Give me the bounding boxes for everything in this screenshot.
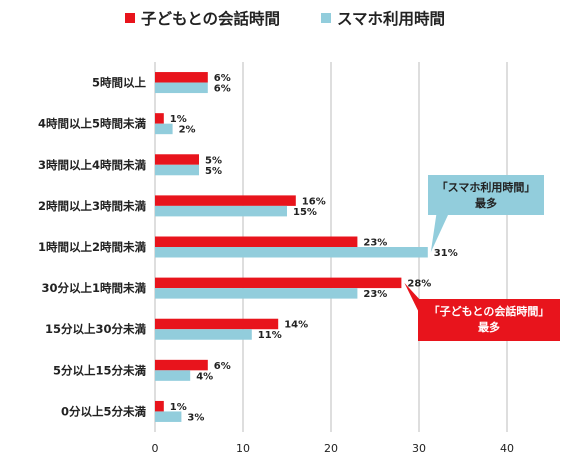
bar-0-3 [155,195,296,206]
value-label-1-4: 31% [434,248,458,259]
value-label-0-5: 28% [407,279,431,290]
value-label-1-5: 23% [363,289,387,300]
value-label-0-4: 23% [363,238,387,249]
legend-swatch-0 [125,13,135,23]
value-label-0-8: 1% [170,402,187,413]
chart-legend: 子どもとの会話時間 スマホ利用時間 [125,9,445,28]
callout-pointer-1 [404,282,456,339]
value-label-0-0: 6% [214,73,231,84]
x-tick-label-4: 40 [500,442,514,455]
category-label-0: 5時間以上 [92,76,147,90]
bar-0-6 [155,318,279,330]
category-label-7: 5分以上15分未満 [53,363,147,377]
legend-label-0: 子どもとの会話時間 [141,9,280,28]
bar-1-4 [155,247,428,258]
chart-grid: 0 10 20 30 40 [152,62,514,455]
chart-callouts: 「スマホ利用時間」最多「子どもとの会話時間」最多 [404,175,560,341]
value-label-0-3: 16% [302,196,326,207]
value-label-0-6: 14% [284,320,308,331]
value-label-1-7: 4% [196,371,213,382]
bar-0-2 [155,154,199,165]
chart-bars [155,72,428,422]
bar-1-3 [155,205,287,217]
bar-0-4 [155,236,358,247]
value-label-1-6: 11% [258,330,282,341]
value-label-1-0: 6% [214,84,231,95]
x-tick-label-0: 0 [152,442,159,455]
category-label-5: 30分以上1時間未満 [41,281,146,295]
category-label-6: 15分以上30分未満 [45,322,147,336]
category-label-2: 3時間以上4時間未満 [38,158,147,172]
callout-line1-0: 「スマホ利用時間」 [437,180,536,194]
legend-swatch-1 [321,13,331,23]
x-tick-label-1: 10 [236,442,250,455]
category-label-4: 1時間以上2時間未満 [38,240,147,254]
bar-1-7 [155,370,191,381]
callout-box-0 [428,175,544,215]
bar-1-6 [155,329,252,340]
x-tick-label-2: 20 [324,442,338,455]
bar-0-5 [155,277,402,289]
value-label-1-2: 5% [205,166,222,177]
legend-label-1: スマホ利用時間 [337,9,445,28]
value-label-0-1: 1% [170,114,187,125]
bar-1-1 [155,123,173,135]
value-label-0-7: 6% [214,361,231,372]
value-label-1-1: 2% [179,125,196,136]
category-label-3: 2時間以上3時間未満 [38,199,147,213]
callout-box-1 [418,299,560,341]
callout-line1-1: 「子どもとの会話時間」 [429,304,550,318]
chart-labels: 5時間以上 6%6%4時間以上5時間未満 1%2%3時間以上4時間未満 5%5%2時間… [38,73,458,423]
bar-1-8 [155,411,182,422]
bar-1-0 [155,82,208,94]
category-label-8: 0分以上5分未満 [61,404,147,418]
bar-0-7 [155,359,208,371]
category-label-1: 4時間以上5時間未満 [38,117,147,131]
bar-1-5 [155,288,358,299]
bar-0-1 [155,113,164,124]
value-label-1-8: 3% [187,412,204,423]
value-label-0-2: 5% [205,155,222,166]
callout-line2-0: 最多 [475,196,497,210]
bar-0-8 [155,400,164,412]
bar-0-0 [155,72,208,83]
callout-line2-1: 最多 [478,320,500,334]
x-tick-label-3: 30 [412,442,426,455]
bar-1-2 [155,164,199,176]
value-label-1-3: 15% [293,207,317,218]
